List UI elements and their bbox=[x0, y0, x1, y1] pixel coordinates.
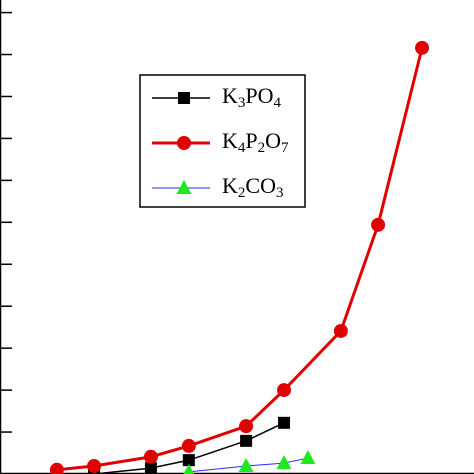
legend-label: K4P2O7 bbox=[222, 128, 289, 156]
marker bbox=[240, 434, 253, 447]
marker bbox=[144, 462, 157, 474]
marker bbox=[239, 419, 254, 434]
marker bbox=[276, 455, 292, 470]
marker bbox=[238, 458, 254, 473]
marker bbox=[177, 136, 191, 150]
marker bbox=[87, 459, 102, 474]
marker bbox=[178, 92, 190, 104]
marker bbox=[49, 462, 64, 474]
marker bbox=[415, 40, 430, 55]
legend-label: K3PO4 bbox=[222, 83, 282, 111]
marker bbox=[300, 450, 316, 465]
marker bbox=[277, 383, 292, 398]
marker bbox=[176, 180, 192, 194]
marker bbox=[182, 454, 195, 467]
marker bbox=[371, 217, 386, 232]
marker bbox=[143, 449, 158, 464]
marker bbox=[333, 323, 348, 338]
marker bbox=[181, 438, 196, 453]
legend-label: K2CO3 bbox=[222, 173, 283, 201]
marker bbox=[183, 463, 195, 474]
legend-box bbox=[139, 74, 306, 208]
series-line bbox=[188, 457, 309, 473]
marker bbox=[278, 416, 291, 429]
